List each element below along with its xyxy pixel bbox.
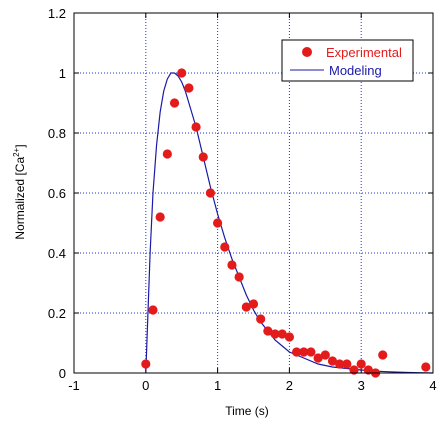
legend: Experimental Modeling [281, 39, 414, 82]
experimental-point [169, 98, 180, 108]
experimental-point [291, 347, 302, 357]
experimental-point [306, 347, 316, 357]
experimental-point [277, 329, 287, 339]
experimental-point [148, 305, 158, 315]
experimental-point [349, 365, 359, 375]
experimental-point [184, 83, 194, 93]
experimental-point [227, 260, 237, 270]
y-tick-label: 1 [59, 66, 66, 81]
experimental-point [205, 188, 216, 198]
experimental-point [363, 365, 373, 375]
experimental-point [248, 299, 259, 309]
y-tick-label: 0.4 [48, 246, 66, 261]
experimental-point [198, 152, 208, 162]
x-tick-label: -1 [68, 378, 80, 393]
experimental-point [356, 359, 366, 369]
experimental-point [177, 68, 187, 78]
legend-label-modeling: Modeling [329, 63, 382, 78]
experimental-point [421, 362, 431, 372]
x-tick-label: 2 [286, 378, 293, 393]
x-tick-label: 0 [142, 378, 149, 393]
experimental-point [191, 122, 201, 132]
y-tick-label: 1.2 [48, 6, 66, 21]
experimental-point [162, 149, 172, 159]
y-tick-label: 0 [59, 366, 66, 381]
x-tick-label: 3 [358, 378, 365, 393]
experimental-point [234, 272, 244, 282]
legend-box [281, 39, 414, 82]
x-tick-label: 1 [214, 378, 221, 393]
experimental-point [155, 212, 165, 222]
experimental-point [378, 350, 388, 360]
series-layer [141, 68, 434, 378]
experimental-point [141, 359, 151, 369]
y-axis-label: Normalized [Ca2+] [12, 144, 27, 239]
experimental-point [256, 314, 266, 324]
legend-marker-experimental [302, 47, 312, 57]
experimental-point [313, 353, 323, 363]
experimental-point [320, 350, 330, 360]
y-axis-label-end: ] [13, 144, 27, 147]
experimental-point [241, 302, 251, 312]
experimental-point [220, 242, 230, 252]
x-axis-label: Time (s) [225, 404, 269, 418]
y-tick-label: 0.8 [48, 126, 66, 141]
y-axis-label-sup: 2+ [12, 147, 21, 156]
y-tick-label: 0.6 [48, 186, 66, 201]
plot-frame [73, 12, 434, 374]
y-tick-label: 0.2 [48, 306, 66, 321]
experimental-point [263, 326, 273, 336]
experimental-point [335, 359, 345, 369]
legend-label-experimental: Experimental [326, 45, 402, 60]
experimental-point [270, 329, 280, 339]
experimental-point [342, 359, 352, 369]
experimental-point [284, 332, 294, 342]
y-axis-label-base: Normalized [Ca [13, 157, 27, 240]
experimental-point [327, 356, 338, 366]
experimental-point [299, 347, 309, 357]
x-tick-label: 4 [429, 378, 436, 393]
experimental-point [213, 218, 223, 228]
